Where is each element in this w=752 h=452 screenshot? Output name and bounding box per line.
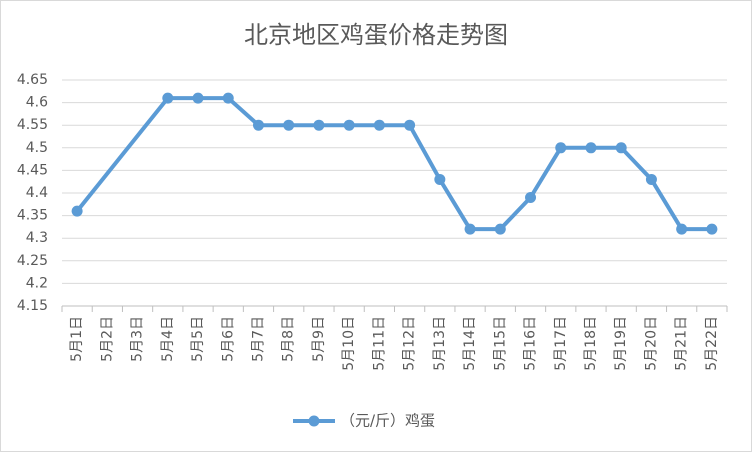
data-point	[585, 142, 597, 154]
y-tick-label: 4.55	[17, 117, 48, 133]
x-tick-label: 5月21日	[674, 316, 690, 371]
data-point	[555, 142, 567, 154]
x-tick-label: 5月6日	[220, 316, 236, 362]
y-tick-label: 4.3	[26, 230, 48, 246]
x-tick-label: 5月14日	[462, 316, 478, 371]
x-tick-label: 5月17日	[553, 316, 569, 371]
y-tick-label: 4.4	[26, 185, 48, 201]
data-point	[464, 223, 476, 235]
x-tick-label: 5月18日	[583, 316, 599, 371]
y-tick-label: 4.5	[26, 140, 48, 156]
x-tick-label: 5月1日	[69, 316, 85, 362]
data-point	[676, 223, 688, 235]
x-tick-label: 5月20日	[643, 316, 659, 371]
x-tick-label: 5月4日	[160, 316, 176, 362]
x-tick-label: 5月13日	[432, 316, 448, 371]
x-tick-label: 5月15日	[492, 316, 508, 371]
y-tick-label: 4.25	[17, 253, 48, 269]
y-tick-label: 4.2	[26, 275, 48, 291]
x-tick-label: 5月11日	[371, 316, 387, 371]
data-point	[404, 119, 416, 131]
data-point	[252, 119, 264, 131]
data-point	[434, 173, 446, 185]
x-tick-label: 5月8日	[281, 316, 297, 362]
data-point	[222, 92, 234, 104]
data-point	[615, 142, 627, 154]
x-tick-label: 5月3日	[130, 316, 146, 362]
y-tick-label: 4.15	[17, 298, 48, 314]
data-point	[706, 223, 718, 235]
data-point	[494, 223, 506, 235]
x-tick-label: 5月10日	[341, 316, 357, 371]
data-point	[192, 92, 204, 104]
data-point	[162, 92, 174, 104]
y-tick-label: 4.35	[17, 208, 48, 224]
x-tick-label: 5月9日	[311, 316, 327, 362]
x-tick-label: 5月12日	[402, 316, 418, 371]
data-point	[645, 173, 657, 185]
x-tick-label: 5月5日	[190, 316, 206, 362]
data-point	[343, 119, 355, 131]
x-tick-label: 5月19日	[613, 316, 629, 371]
x-tick-label: 5月22日	[704, 316, 720, 371]
legend-marker	[308, 415, 320, 427]
data-point	[313, 119, 325, 131]
data-point	[283, 119, 295, 131]
chart-title: 北京地区鸡蛋价格走势图	[244, 21, 508, 49]
x-tick-label: 5月7日	[250, 316, 266, 362]
y-tick-label: 4.65	[17, 72, 48, 88]
y-tick-label: 4.6	[26, 95, 48, 111]
data-point	[71, 205, 83, 217]
data-point	[373, 119, 385, 131]
y-tick-label: 4.45	[17, 162, 48, 178]
data-point	[525, 192, 537, 204]
x-tick-label: 5月16日	[523, 316, 539, 371]
legend-label: （元/斤）鸡蛋	[340, 412, 435, 430]
x-tick-label: 5月2日	[99, 316, 115, 362]
